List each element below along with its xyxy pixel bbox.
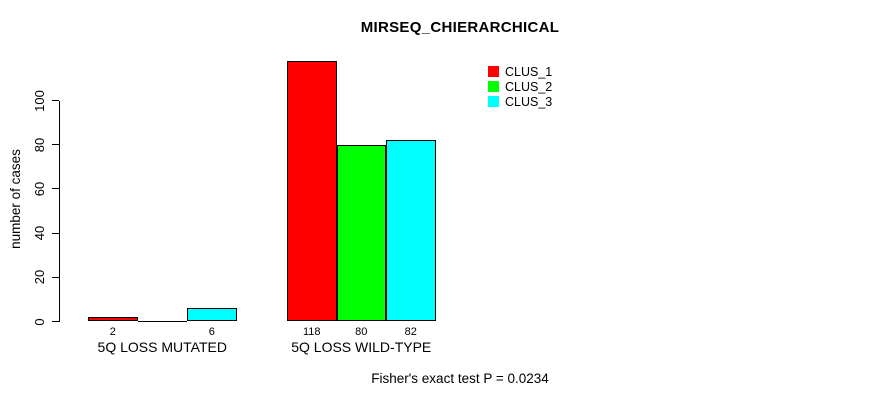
y-axis-label: number of cases <box>8 149 23 249</box>
bar-value-label: 80 <box>355 326 368 338</box>
bar-clus_2-1-zero <box>137 320 187 322</box>
y-tick <box>52 188 59 190</box>
legend-label: CLUS_3 <box>505 95 553 109</box>
bar-clus_1-1 <box>88 317 138 322</box>
fisher-test-annotation: Fisher's exact test P = 0.0234 <box>371 371 549 386</box>
y-tick <box>52 99 59 102</box>
bar-clus_3-2 <box>386 140 436 322</box>
legend-label: CLUS_1 <box>505 65 553 79</box>
y-tick-label: 100 <box>32 89 47 112</box>
bar-clus_3-1 <box>187 308 237 322</box>
legend-swatch-icon <box>488 81 499 92</box>
y-axis-line <box>59 100 61 322</box>
bar-clus_1-2 <box>287 60 337 322</box>
y-tick <box>52 232 59 234</box>
legend-label: CLUS_2 <box>505 80 553 94</box>
y-tick-label: 60 <box>32 181 47 197</box>
chart-title: MIRSEQ_CHIERARCHICAL <box>360 19 560 36</box>
legend-swatch-icon <box>488 66 499 77</box>
y-tick-label: 20 <box>32 270 47 285</box>
bar-clus_2-2 <box>336 144 386 322</box>
y-tick-label: 80 <box>32 137 47 152</box>
y-tick <box>52 320 59 323</box>
bar-value-label: 118 <box>302 326 321 338</box>
y-tick <box>52 276 59 278</box>
y-tick <box>52 144 59 146</box>
y-tick-label: 0 <box>32 317 47 326</box>
bar-value-label: 2 <box>109 326 116 338</box>
y-tick-label: 40 <box>32 225 47 241</box>
category-label-2: 5Q LOSS WILD-TYPE <box>291 339 432 355</box>
category-label-1: 5Q LOSS MUTATED <box>97 339 227 355</box>
bar-value-label: 82 <box>404 326 417 338</box>
legend-swatch-icon <box>488 96 499 107</box>
bar-value-label: 6 <box>208 326 215 338</box>
